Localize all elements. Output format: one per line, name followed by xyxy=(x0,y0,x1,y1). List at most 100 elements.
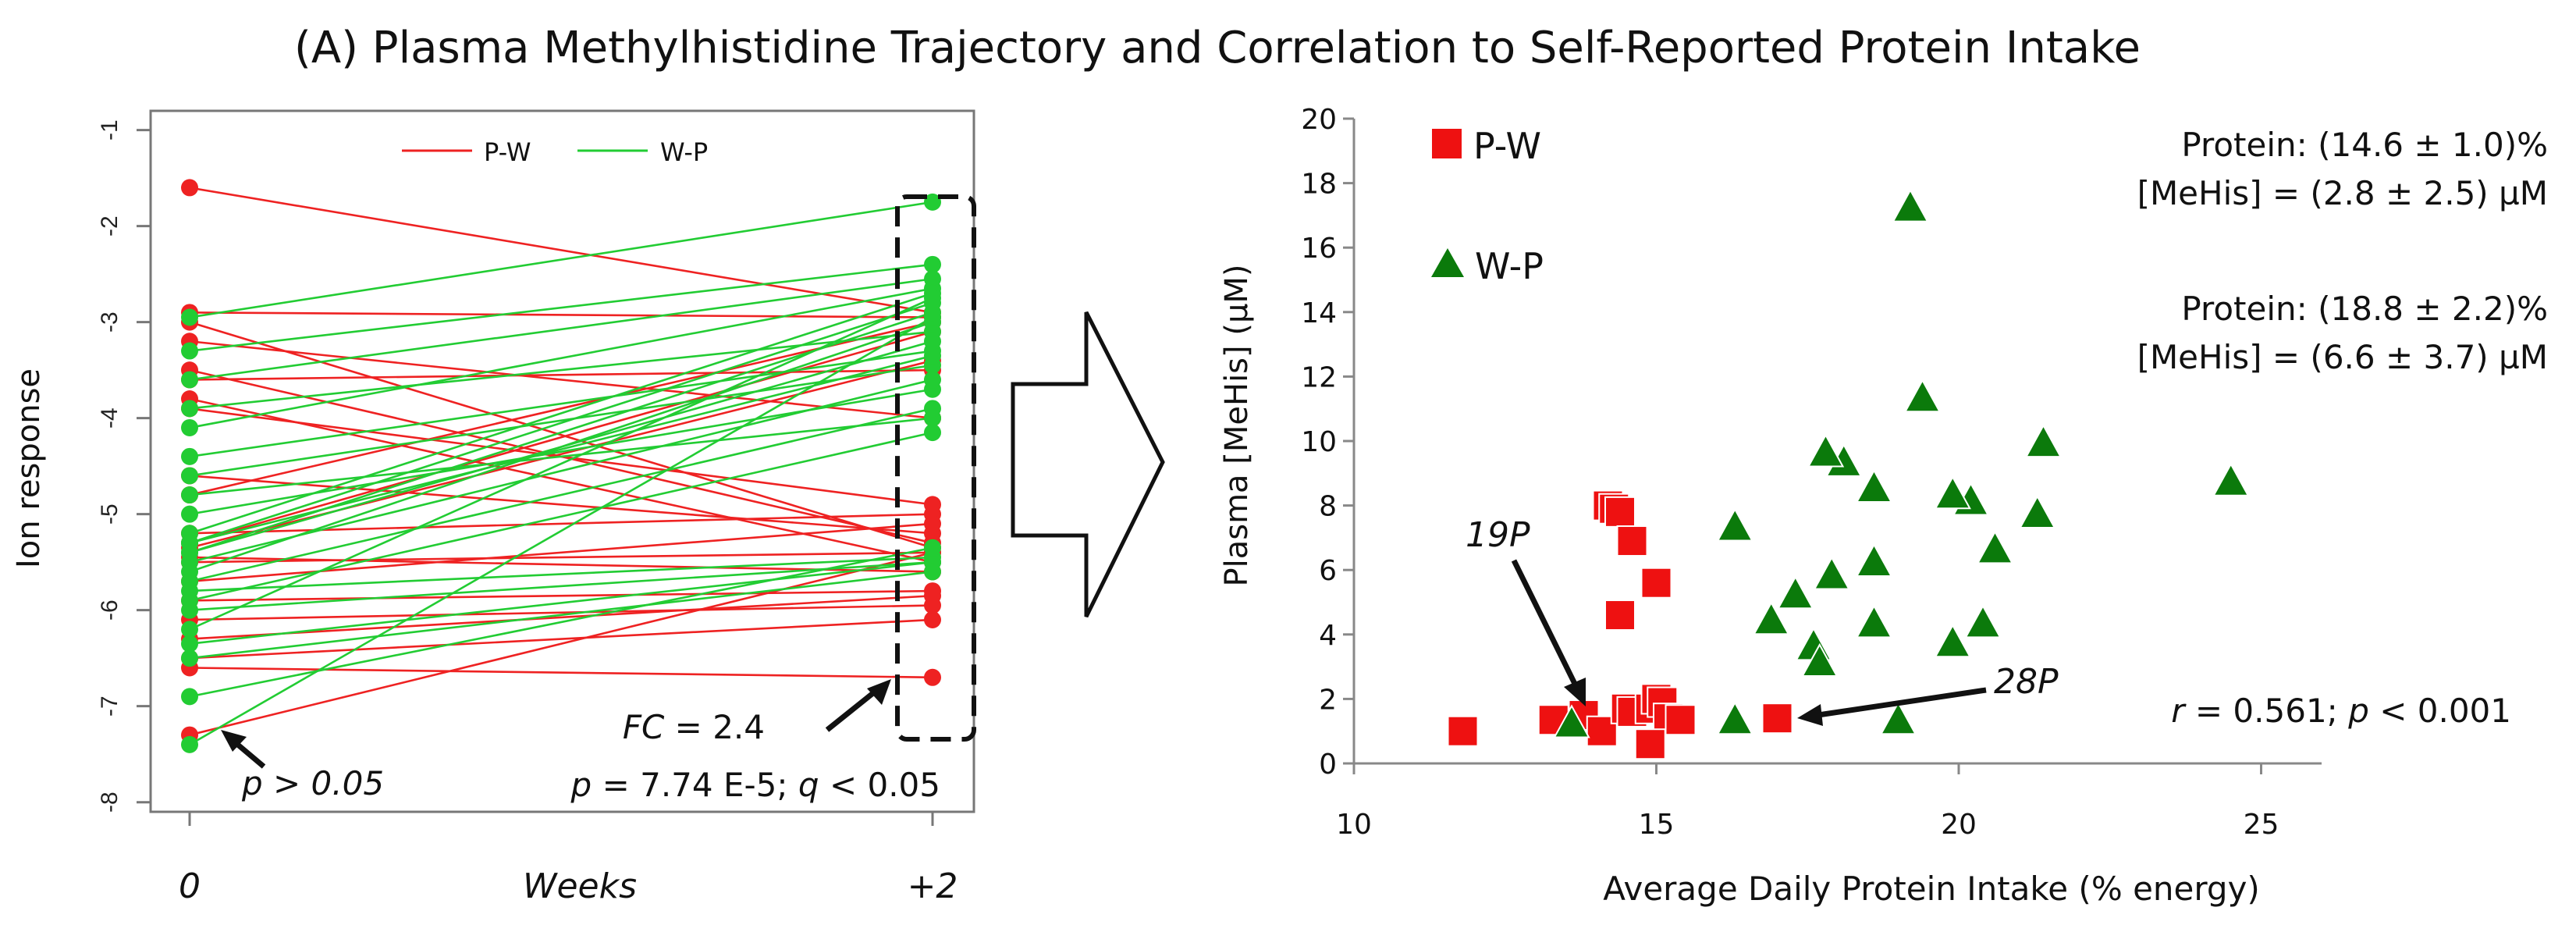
stats-pw-mehis: [MeHis] = (2.8 ± 2.5) µM xyxy=(2137,174,2548,212)
wp-trajectory xyxy=(189,201,933,318)
left-chart: Ion response -1 -2 -3 -4 -5 -6 -7 -8 P-W W-P p … xyxy=(11,109,976,906)
fc-arrowhead xyxy=(867,679,891,705)
pw-dot-week0 xyxy=(181,179,198,197)
pvalue-arrow xyxy=(232,739,266,769)
r-value: = 0.561; xyxy=(2195,692,2338,730)
right-ylabel: Plasma [MeHis] (µM) xyxy=(1219,264,1255,586)
wp-trajectory xyxy=(189,277,933,381)
wp-triangle-point xyxy=(1964,604,2002,639)
wp-dot-week0 xyxy=(181,467,198,485)
q-label: q xyxy=(798,766,819,804)
legend-pw-label: P-W xyxy=(484,137,531,167)
right-ytick-label: 18 xyxy=(1301,169,1337,201)
wp-dot-week2 xyxy=(924,539,941,557)
right-chart: Plasma [MeHis] (µM) 0 2 4 6 8 10 12 14 16 18 20 10 1… xyxy=(1219,104,2548,908)
p-value-right: < 0.001 xyxy=(2379,692,2511,730)
pw-trajectory xyxy=(189,368,933,381)
legend-triangle-marker xyxy=(1431,248,1464,277)
wp-trajectory xyxy=(189,316,933,746)
pw-square-point xyxy=(1665,704,1697,736)
wp-trajectory xyxy=(189,571,933,660)
wp-dot-week2 xyxy=(924,304,941,322)
left-legend: P-W W-P xyxy=(402,137,708,167)
stats-wp-mehis: [MeHis] = (6.6 ± 3.7) µM xyxy=(2137,338,2548,376)
left-ytick-label: -2 xyxy=(97,215,123,237)
wp-dot-week0 xyxy=(181,486,198,504)
pw-trajectory xyxy=(189,667,933,679)
p-label-right: p xyxy=(2347,692,2369,730)
wp-triangle-point xyxy=(1553,704,1590,738)
right-ytick-label: 20 xyxy=(1301,104,1337,136)
left-ytick-label: -1 xyxy=(97,119,123,141)
wp-dot-week2 xyxy=(924,193,941,211)
wp-trajectory xyxy=(189,301,933,544)
wp-trajectory xyxy=(189,321,933,573)
left-ytick-label: -8 xyxy=(97,792,123,813)
figure-title: (A) Plasma Methylhistidine Trajectory an… xyxy=(294,23,2141,73)
left-ytick-label: -4 xyxy=(97,407,123,429)
pw-square-point xyxy=(1640,567,1672,599)
wp-dot-week0 xyxy=(181,371,198,389)
right-ytick-label: 4 xyxy=(1319,620,1337,652)
left-xlabel: Weeks xyxy=(523,866,637,906)
fc-label: FC xyxy=(623,708,665,746)
p-q-annotation: p = 7.74 E-5; q < 0.05 xyxy=(570,766,940,804)
pw-square-point xyxy=(1447,715,1479,747)
pw-trajectory xyxy=(189,311,933,318)
wp-trajectory xyxy=(189,263,933,352)
legend-wp-label: W-P xyxy=(660,137,708,167)
wp-triangle-point xyxy=(1855,543,1893,577)
wp-triangle-point xyxy=(1934,475,1971,510)
arrow-28p xyxy=(1817,687,1987,718)
pw-trajectory xyxy=(189,551,933,736)
wp-dot-week2 xyxy=(924,371,941,389)
wp-triangle-point xyxy=(1892,188,1929,222)
right-xtick-label: 25 xyxy=(2244,809,2279,841)
wp-dot-week2 xyxy=(924,289,941,307)
wp-dot-week2 xyxy=(924,333,941,350)
wp-trajectory xyxy=(189,407,933,583)
left-y-ticks: -1 -2 -3 -4 -5 -6 -7 -8 xyxy=(97,119,934,826)
fc-arrow xyxy=(825,687,880,732)
wp-trajectory xyxy=(189,431,933,602)
right-axes: 0 2 4 6 8 10 12 14 16 18 20 10 15 20 25 xyxy=(1301,104,2322,841)
wp-trajectory xyxy=(189,311,933,554)
wp-dot-week0 xyxy=(181,735,198,753)
right-points xyxy=(1447,188,2250,760)
pw-trajectory xyxy=(189,589,933,602)
wp-dot-week0 xyxy=(181,505,198,523)
pvalue-start: p > 0.05 xyxy=(241,764,384,802)
wp-dot-week0 xyxy=(181,543,198,561)
wp-triangle-point xyxy=(1903,379,1942,413)
p-value: = 7.74 E-5; xyxy=(602,766,788,804)
left-ylabel: Ion response xyxy=(11,368,47,568)
arrow-19p xyxy=(1511,559,1579,688)
stats-pw-protein: Protein: (14.6 ± 1.0)% xyxy=(2181,126,2548,164)
wp-triangle-point xyxy=(1716,701,1753,735)
wp-dot-week0 xyxy=(181,688,198,706)
left-lines xyxy=(189,187,933,746)
wp-triangle-point xyxy=(1777,575,1814,610)
pw-square-point xyxy=(1634,728,1666,760)
wp-dot-week0 xyxy=(181,418,198,436)
fc-value: = 2.4 xyxy=(675,708,765,746)
wp-dot-week0 xyxy=(181,447,198,465)
right-ytick-label: 8 xyxy=(1319,491,1337,523)
wp-dot-week2 xyxy=(924,400,941,418)
pw-square-point xyxy=(1604,599,1636,631)
pw-trajectory xyxy=(189,340,933,419)
pw-dot-week2 xyxy=(924,610,941,628)
p-label: p xyxy=(570,766,592,804)
pw-trajectory xyxy=(189,475,933,535)
wp-trajectory xyxy=(189,560,933,646)
pw-trajectory xyxy=(189,321,933,549)
wp-dot-week0 xyxy=(181,621,198,639)
wp-trajectory xyxy=(189,330,933,410)
wp-dot-week2 xyxy=(924,255,941,273)
wp-triangle-point xyxy=(2024,424,2063,458)
left-ytick-label: -6 xyxy=(97,599,123,621)
pw-trajectory xyxy=(189,397,933,564)
pw-square-point xyxy=(1761,703,1793,735)
wp-triangle-point xyxy=(1807,433,1845,468)
